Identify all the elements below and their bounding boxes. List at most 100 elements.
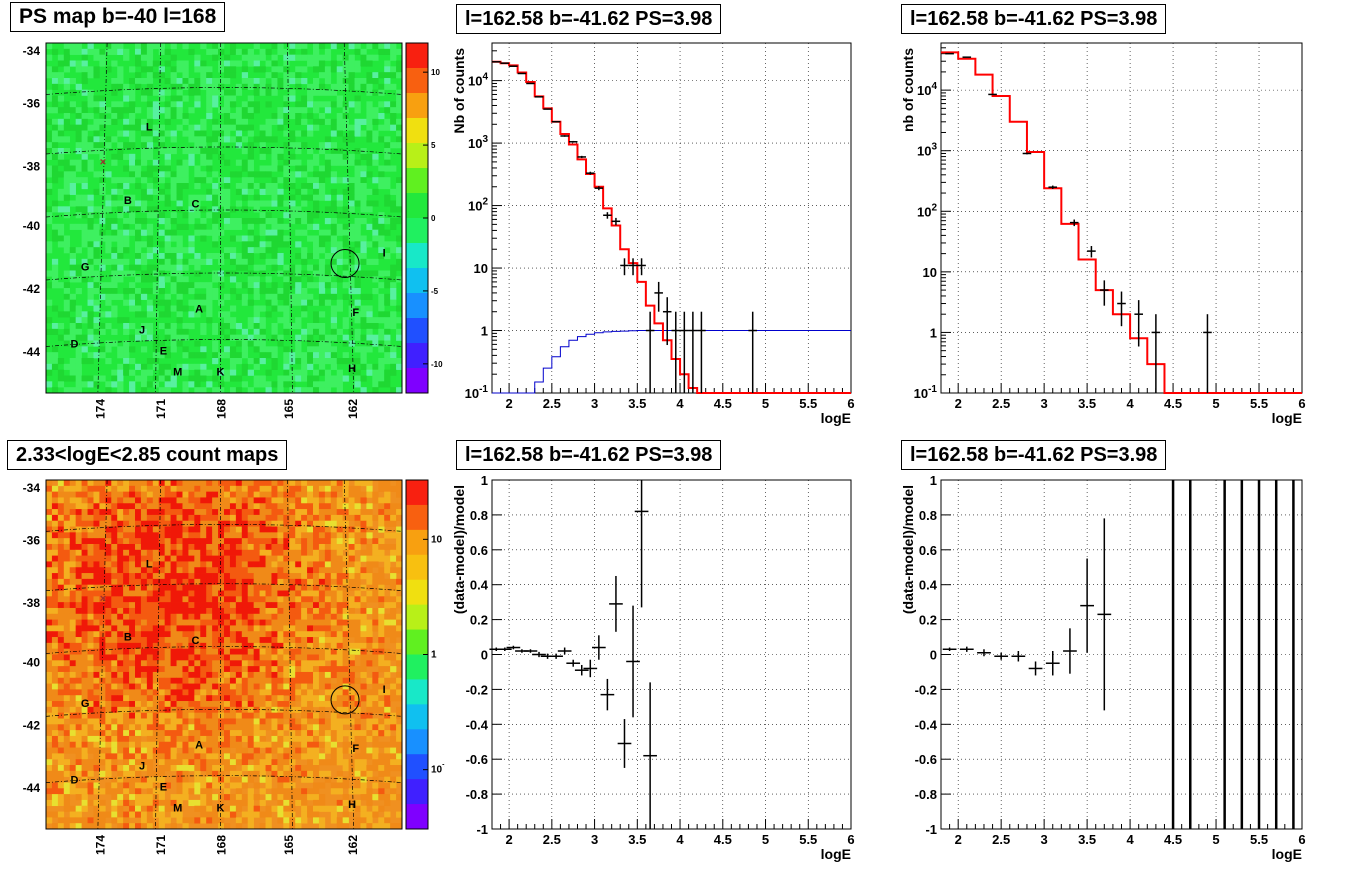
colorbar-segment: [406, 630, 428, 655]
map-source-label: B: [124, 632, 132, 644]
x-tick-label: 4.5: [714, 832, 732, 847]
colorbar-segment: [406, 193, 428, 219]
map-y-tick-label: -36: [23, 533, 41, 547]
x-tick-label: 5.5: [799, 396, 817, 411]
model-series-line: [492, 62, 851, 393]
x-tick-label: 2.5: [992, 396, 1010, 411]
map-y-tick-label: -36: [23, 97, 41, 111]
x-axis-label: logE: [1272, 410, 1302, 426]
map-source-label: D: [71, 775, 79, 787]
map-source-label: H: [348, 799, 356, 811]
y-tick-label: -0.8: [915, 787, 937, 802]
x-tick-label: 2: [955, 832, 962, 847]
colorbar-segment: [406, 530, 428, 555]
y-tick-label: 1: [930, 325, 937, 340]
map-x-tick-label: 171: [154, 835, 168, 855]
map-x-tick-label: 162: [346, 399, 360, 419]
map-source-label: C: [192, 199, 200, 211]
colorbar-segment: [406, 268, 428, 294]
x-axis-label: logE: [821, 410, 851, 426]
colorbar-segment: [406, 293, 428, 319]
colorbar-segment: [406, 318, 428, 344]
map-source-label: I: [383, 684, 386, 696]
map-source-label: G: [81, 698, 90, 710]
y-tick-label: 0: [481, 648, 488, 663]
count-map-title: 2.33<logE<2.85 count maps: [7, 440, 287, 470]
colorbar-segment: [406, 368, 428, 394]
map-x-tick-label: 168: [214, 399, 228, 419]
map-y-tick-label: -40: [23, 219, 41, 233]
y-axis-label: (data-model)/model: [451, 485, 467, 614]
map-source-label: F: [352, 743, 359, 755]
map-source-label: H: [348, 363, 356, 375]
map-source-label: M: [173, 803, 182, 815]
colorbar-segment: [406, 679, 428, 704]
x-axis-label: logE: [1272, 846, 1302, 862]
y-tick-label: 0.8: [919, 508, 937, 523]
x-tick-label: 3.5: [628, 396, 646, 411]
y-tick-label: -0.2: [915, 682, 937, 697]
x-tick-label: 5.5: [1250, 832, 1268, 847]
residual-title-2: l=162.58 b=-41.62 PS=3.98: [901, 440, 1166, 470]
map-source-label: L: [146, 558, 153, 570]
x-tick-label: 5: [1212, 396, 1219, 411]
y-tick-label: -0.6: [915, 752, 937, 767]
y-tick-label: 0.4: [919, 578, 938, 593]
y-tick-label: 0: [930, 648, 937, 663]
x-tick-label: 5.5: [799, 832, 817, 847]
map-source-label: A: [195, 740, 203, 752]
y-tick-label: -0.4: [915, 717, 938, 732]
map-marker: ×: [100, 593, 106, 605]
colorbar-segment: [406, 580, 428, 605]
colorbar-tick-label: 10-1: [431, 762, 445, 776]
colorbar-tick-label: 1: [431, 650, 437, 661]
colorbar-segment: [406, 754, 428, 779]
x-tick-label: 2.5: [543, 396, 561, 411]
y-tick-label: 0.4: [470, 578, 489, 593]
colorbar-tick-label: 0: [431, 214, 436, 223]
colorbar-segment: [406, 704, 428, 729]
y-axis-label: Nb of counts: [451, 48, 467, 134]
colorbar-segment: [406, 655, 428, 680]
map-x-tick-label: 174: [93, 399, 107, 419]
map-source-label: G: [81, 262, 90, 274]
y-tick-label: 10: [923, 265, 937, 280]
map-source-label: E: [160, 346, 167, 358]
y-tick-label: -0.8: [466, 787, 488, 802]
colorbar-segment: [406, 505, 428, 530]
map-y-tick-label: -40: [23, 655, 41, 669]
colorbar-segment: [406, 555, 428, 580]
x-tick-label: 2.5: [543, 832, 561, 847]
y-tick-label: 0.2: [919, 613, 937, 628]
y-axis-label: (data-model)/model: [900, 485, 916, 614]
map-x-tick-label: 165: [282, 835, 296, 855]
model-series-line: [941, 52, 1302, 393]
x-tick-label: 5: [762, 396, 769, 411]
map-source-label: F: [352, 307, 359, 319]
y-tick-label: 102: [468, 197, 488, 214]
colorbar-segment: [406, 729, 428, 754]
map-y-tick-label: -42: [23, 282, 41, 296]
x-tick-label: 3: [1041, 832, 1048, 847]
y-tick-label: -1: [925, 822, 937, 837]
y-tick-label: 0.8: [470, 508, 488, 523]
map-source-label: B: [124, 195, 132, 207]
y-tick-label: 0.2: [470, 613, 488, 628]
map-y-tick-label: -44: [23, 781, 41, 795]
map-source-label: J: [139, 761, 145, 773]
x-tick-label: 3: [591, 396, 598, 411]
colorbar-segment: [406, 243, 428, 269]
colorbar-segment: [406, 779, 428, 804]
colorbar-tick-label: 10: [431, 68, 440, 77]
spectrum-title-1: l=162.58 b=-41.62 PS=3.98: [456, 4, 721, 34]
x-tick-label: 4: [676, 396, 684, 411]
x-tick-label: 3: [591, 832, 598, 847]
map-x-tick-label: 162: [346, 835, 360, 855]
y-tick-label: -0.2: [466, 682, 488, 697]
